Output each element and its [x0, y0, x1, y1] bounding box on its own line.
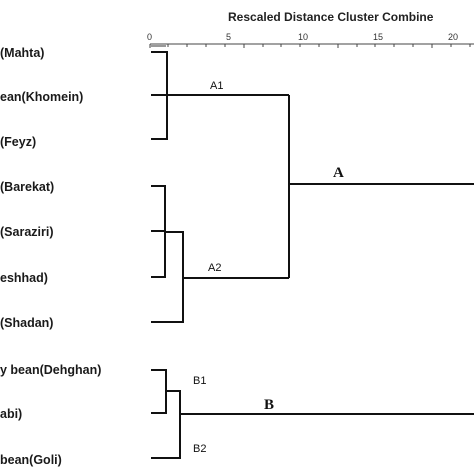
leaf-label: y bean(Dehghan) [0, 363, 101, 377]
leaf-label: (Feyz) [0, 135, 36, 149]
leaf-label: (Shadan) [0, 316, 53, 330]
leaf-label: bean(Goli) [0, 453, 62, 467]
leaf-label: abi) [0, 407, 22, 421]
branch-a2-inner [151, 185, 166, 278]
cluster-label-b: B [264, 397, 274, 413]
axis-band [150, 45, 166, 47]
leaf-label: eshhad) [0, 271, 48, 285]
leaf-label: (Mahta) [0, 46, 44, 60]
leaf-label: ean(Khomein) [0, 90, 83, 104]
tick-label-20: 20 [448, 32, 458, 42]
cluster-label-a2: A2 [208, 262, 221, 274]
tick-label-15: 15 [373, 32, 383, 42]
cluster-label-a: A [333, 165, 344, 181]
leaf-label: (Saraziri) [0, 225, 54, 239]
axis-ticks: 0 5 10 15 20 [147, 32, 458, 42]
branch-a1-leaves [151, 51, 168, 140]
axis-title: Rescaled Distance Cluster Combine [228, 10, 434, 24]
leaf-label: (Barekat) [0, 180, 54, 194]
tick-label-5: 5 [226, 32, 231, 42]
cluster-label-b2: B2 [193, 443, 206, 455]
cluster-label-b1: B1 [193, 375, 206, 387]
axis-line [149, 43, 474, 48]
cluster-label-a1: A1 [210, 80, 223, 92]
branch-a-join [288, 95, 474, 278]
branch-b1 [151, 369, 167, 414]
branch-b-outer [151, 390, 181, 459]
tick-label-0: 0 [147, 32, 152, 42]
tick-label-10: 10 [298, 32, 308, 42]
leaf-labels: (Mahta) ean(Khomein) (Feyz) (Barekat) (S… [0, 46, 101, 467]
